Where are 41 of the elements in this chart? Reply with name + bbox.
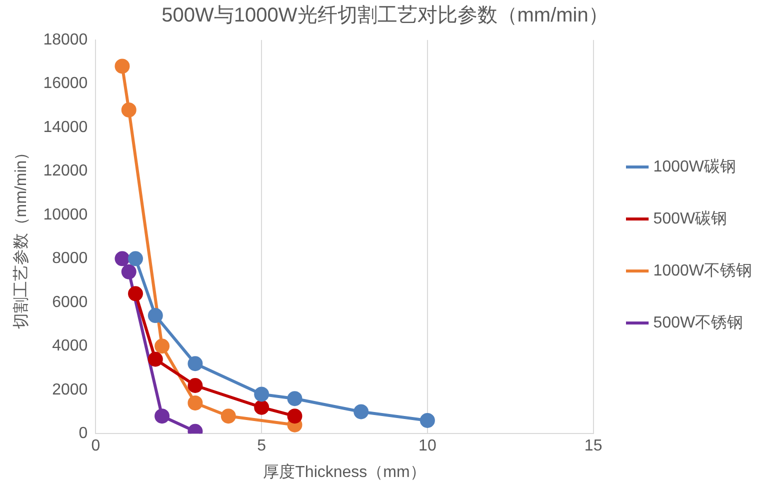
- point: [420, 412, 435, 428]
- y-axis-title: 切割工艺参数（mm/min）: [12, 144, 30, 330]
- point: [121, 264, 136, 280]
- point: [287, 391, 302, 406]
- point: [188, 395, 203, 410]
- point: [154, 338, 170, 354]
- point: [254, 386, 270, 402]
- y-tick-label: 14000: [43, 118, 88, 136]
- y-tick-label: 18000: [43, 31, 88, 48]
- point: [220, 408, 236, 424]
- point: [128, 286, 143, 302]
- point: [148, 352, 163, 367]
- point: [154, 408, 170, 424]
- point: [114, 58, 130, 74]
- point: [148, 308, 163, 324]
- x-tick-label: 5: [257, 438, 266, 455]
- x-tick-label: 0: [91, 438, 100, 455]
- point: [287, 408, 302, 424]
- y-tick-label: 16000: [43, 75, 88, 92]
- y-tick-label: 10000: [43, 206, 88, 224]
- legend-label: 500W碳钢: [653, 209, 728, 228]
- point: [354, 404, 369, 420]
- x-tick-label: 15: [584, 438, 602, 455]
- y-tick-label: 6000: [52, 294, 88, 311]
- y-tick-label: 2000: [52, 381, 88, 398]
- y-tick-label: 8000: [52, 250, 88, 268]
- point: [188, 378, 203, 393]
- chart-title: 500W与1000W光纤切割工艺对比参数（mm/min）: [162, 4, 608, 27]
- point: [188, 356, 203, 372]
- x-tick-label: 10: [418, 438, 436, 455]
- legend-label: 500W不锈钢: [653, 314, 744, 332]
- legend-label: 1000W碳钢: [653, 157, 736, 176]
- point: [128, 251, 143, 266]
- y-tick-label: 12000: [43, 162, 88, 180]
- y-tick-label: 0: [78, 425, 88, 442]
- point: [254, 400, 270, 415]
- y-tick-label: 4000: [52, 338, 88, 355]
- x-axis-title: 厚度Thickness（mm）: [263, 462, 426, 481]
- point: [121, 102, 136, 118]
- legend-label: 1000W不锈钢: [653, 262, 752, 280]
- point: [114, 251, 130, 266]
